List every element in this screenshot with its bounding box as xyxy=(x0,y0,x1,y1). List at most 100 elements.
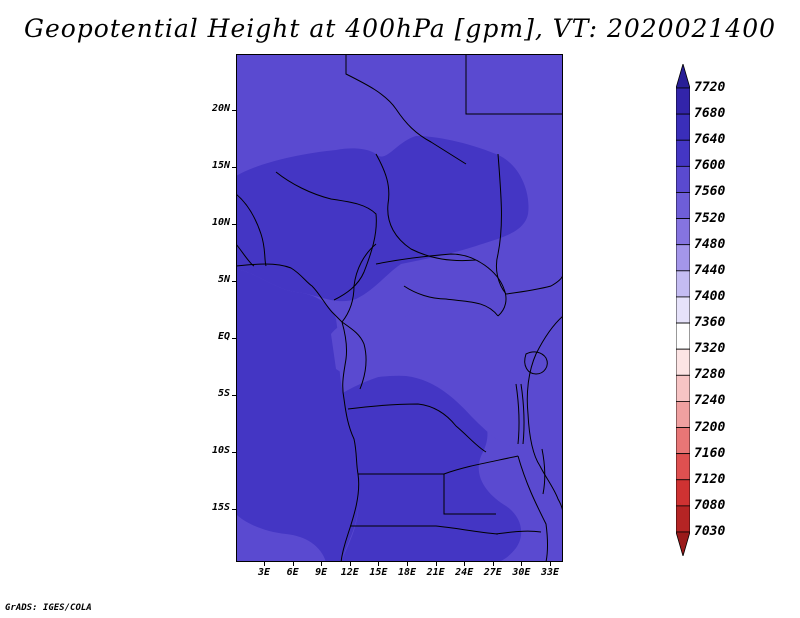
latitude-tick-label: 10S xyxy=(211,445,230,456)
colorbar-swatch xyxy=(676,139,690,167)
latitude-tick xyxy=(232,110,236,111)
colorbar-swatch xyxy=(676,348,690,376)
longitude-tick xyxy=(464,562,466,566)
contour-region-7600-atlantic xyxy=(236,269,359,562)
border-drc-south xyxy=(347,403,487,453)
border-chad xyxy=(375,153,477,262)
colorbar-swatch xyxy=(676,218,690,246)
longitude-tick xyxy=(492,562,494,566)
latitude-tick-label: 5S xyxy=(217,388,230,399)
colorbar-swatch xyxy=(676,165,690,193)
longitude-tick-label: 9E xyxy=(315,567,328,578)
lake-tanganyika xyxy=(515,383,525,445)
longitude-tick-label: 6E xyxy=(286,567,299,578)
geopotential-contour-map xyxy=(236,54,563,562)
latitude-tick xyxy=(232,167,236,168)
colorbar-swatch xyxy=(676,244,690,272)
longitude-tick xyxy=(550,562,551,566)
colorbar-label: 7240 xyxy=(694,393,726,409)
lake-malawi xyxy=(541,448,546,495)
colorbar-swatch xyxy=(676,113,690,141)
colorbar-label: 7600 xyxy=(694,158,726,174)
longitude-tick xyxy=(435,562,437,566)
border-west-africa-1 xyxy=(236,193,267,267)
lake-victoria xyxy=(524,351,548,375)
border-gabon-congo xyxy=(341,321,367,390)
latitude-tick-label: 20N xyxy=(211,103,230,114)
border-angola-namibia xyxy=(350,525,499,535)
map-plot-area xyxy=(236,54,563,562)
colorbar-swatch xyxy=(676,427,690,455)
longitude-tick-label: 18E xyxy=(397,567,417,578)
latitude-tick-label: 15S xyxy=(211,502,230,513)
border-ethiopia xyxy=(505,273,563,295)
colorbar-label: 7200 xyxy=(694,419,726,435)
colorbar-swatch xyxy=(676,453,690,481)
colorbar-label: 7120 xyxy=(694,471,726,487)
latitude-tick xyxy=(232,224,236,225)
latitude-tick xyxy=(232,452,236,453)
latitude-tick xyxy=(232,338,236,339)
border-mozambique xyxy=(517,455,548,562)
border-nigeria xyxy=(275,171,377,301)
longitude-tick-label: 27E xyxy=(483,567,502,578)
colorbar-swatch xyxy=(676,401,690,428)
border-angola xyxy=(358,473,496,515)
colorbar-label: 7480 xyxy=(694,236,726,252)
colorbar-label: 7520 xyxy=(694,210,726,226)
colorbar-swatch xyxy=(676,270,690,298)
colorbar-swatch xyxy=(676,192,690,219)
contour-region-7600-west-africa xyxy=(236,136,529,302)
longitude-tick xyxy=(378,562,380,566)
colorbar-label: 7720 xyxy=(694,80,726,95)
latitude-tick xyxy=(232,395,236,396)
colorbar-label: 7680 xyxy=(694,106,726,122)
contour-region-7560-southwest xyxy=(236,514,326,562)
contour-region-7560-north xyxy=(236,54,563,168)
longitude-tick-label: 3E xyxy=(257,567,271,578)
colorbar-swatch xyxy=(676,87,690,115)
colorbar-label: 7160 xyxy=(694,445,726,461)
east-africa-coastline xyxy=(526,315,563,515)
border-car xyxy=(375,253,507,317)
colorbar-label: 7030 xyxy=(694,524,726,539)
border-zimbabwe xyxy=(495,530,542,535)
longitude-tick xyxy=(292,562,294,566)
latitude-tick xyxy=(232,281,236,282)
colorbar-swatch xyxy=(676,296,690,324)
colorbar-swatch xyxy=(676,479,690,507)
longitude-tick xyxy=(349,562,351,566)
colorbar-label: 7080 xyxy=(694,497,726,513)
african-coastline xyxy=(236,263,360,562)
colorbar-label: 7440 xyxy=(694,262,726,278)
colorbar-label: 7640 xyxy=(694,132,726,148)
longitude-tick-label: 15E xyxy=(369,567,388,578)
colorbar-bottom-arrow xyxy=(676,531,690,556)
latitude-tick-label: 10N xyxy=(211,217,230,228)
coastlines-and-borders xyxy=(236,54,563,562)
longitude-tick-label: 33E xyxy=(540,567,560,578)
map-title: Geopotential Height at 400hPa [gpm], VT:… xyxy=(23,14,777,43)
colorbar-label: 7400 xyxy=(694,288,726,304)
latitude-tick xyxy=(232,509,236,510)
longitude-tick xyxy=(521,562,523,566)
colorbar-top-arrow xyxy=(676,64,690,89)
colorbar-swatch xyxy=(676,374,690,402)
border-drc-north xyxy=(403,285,499,317)
contour-region-7560-congo xyxy=(331,293,563,454)
latitude-tick-label: EQ xyxy=(217,331,230,342)
longitude-tick-label: 21E xyxy=(426,567,445,578)
longitude-tick-label: 24E xyxy=(455,567,474,578)
colorbar xyxy=(676,64,690,556)
colorbar-label: 7320 xyxy=(694,341,726,357)
border-sahara-2 xyxy=(465,54,563,115)
border-sudan xyxy=(495,153,507,295)
longitude-tick xyxy=(321,562,323,566)
colorbar-label: 7360 xyxy=(694,315,726,331)
border-sahara-1 xyxy=(345,54,467,165)
longitude-tick xyxy=(264,562,265,566)
border-zambia xyxy=(443,455,519,475)
colorbar-label: 7280 xyxy=(694,367,726,383)
credit-text: GrADS: IGES/COLA xyxy=(5,603,92,613)
colorbar-swatch xyxy=(676,505,690,533)
